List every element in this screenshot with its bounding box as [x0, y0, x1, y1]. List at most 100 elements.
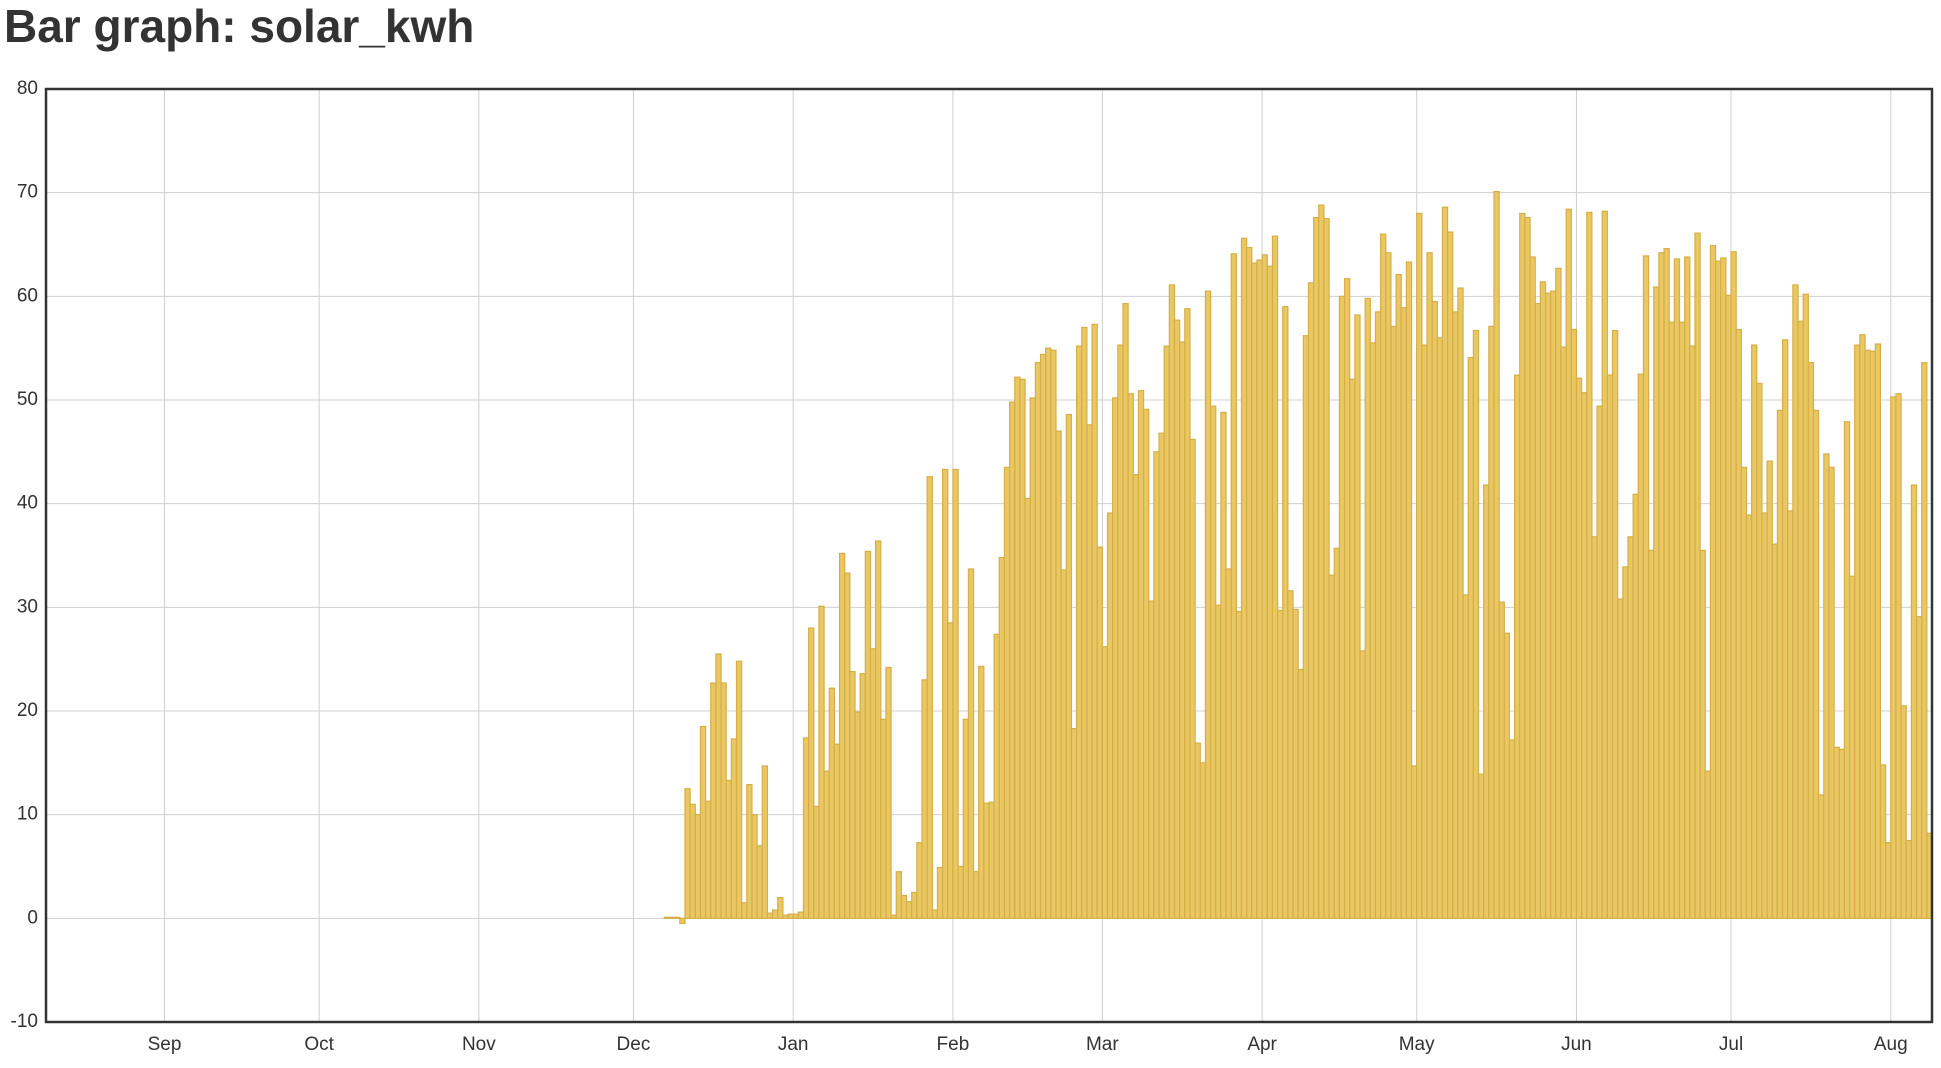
bar — [679, 917, 686, 925]
y-tick-label: 30 — [17, 596, 38, 617]
bar — [1740, 466, 1748, 919]
bar — [1575, 377, 1583, 919]
bar — [725, 779, 732, 919]
bar — [694, 814, 702, 919]
bar — [1076, 345, 1083, 919]
bar — [1189, 438, 1196, 919]
bar — [720, 682, 727, 919]
bar — [1003, 466, 1011, 919]
bar — [1179, 341, 1186, 919]
bar — [1591, 536, 1598, 919]
bar — [1534, 302, 1541, 919]
bar — [916, 842, 923, 919]
bar — [674, 916, 681, 919]
bar — [1869, 350, 1876, 919]
bar — [1833, 746, 1840, 919]
bar — [1106, 512, 1114, 919]
y-tick-label: 10 — [17, 804, 38, 825]
bar — [1823, 453, 1830, 919]
bar — [838, 552, 846, 919]
bar — [1735, 328, 1742, 919]
bar — [1720, 257, 1727, 919]
bar — [1781, 339, 1789, 919]
bar — [1065, 413, 1073, 919]
bar — [947, 622, 954, 919]
bar — [1854, 344, 1861, 919]
bar — [802, 737, 810, 919]
bar — [1792, 284, 1799, 919]
bar — [869, 648, 877, 919]
x-tick-label: Jun — [1561, 1034, 1592, 1055]
bar — [1477, 773, 1485, 919]
bar — [1503, 632, 1511, 919]
bar — [1544, 292, 1552, 919]
bar — [1405, 261, 1413, 919]
bar — [1663, 248, 1670, 919]
bar — [1555, 267, 1562, 919]
bar — [1524, 216, 1531, 919]
bar — [1168, 284, 1176, 919]
bar — [880, 718, 887, 919]
bar — [663, 916, 671, 919]
bar — [1529, 256, 1536, 919]
bar — [1410, 765, 1418, 919]
bar — [1343, 278, 1351, 919]
bar — [1431, 300, 1438, 919]
bar — [942, 468, 949, 919]
bar — [787, 913, 794, 919]
bar — [921, 679, 928, 919]
bars — [663, 191, 1933, 925]
bar — [1678, 321, 1686, 919]
y-tick-label: 20 — [17, 700, 38, 721]
bar — [1864, 349, 1871, 919]
bar — [1483, 484, 1490, 919]
bar — [1230, 253, 1237, 919]
bar — [1601, 210, 1608, 919]
bar — [1101, 646, 1109, 919]
bar — [792, 913, 799, 919]
bar — [1276, 609, 1284, 919]
bar — [1807, 362, 1815, 919]
bar — [1452, 311, 1459, 919]
bar — [1235, 610, 1243, 919]
bar — [1802, 293, 1809, 919]
x-tick-label: May — [1399, 1034, 1435, 1055]
bar — [771, 909, 779, 919]
bar — [1328, 574, 1335, 919]
bar — [1050, 349, 1057, 919]
bar — [1647, 549, 1655, 919]
bar — [684, 788, 691, 919]
bar — [1302, 335, 1310, 919]
bar — [1627, 536, 1634, 919]
bar — [1658, 252, 1665, 919]
bar — [1493, 191, 1500, 919]
bar — [936, 866, 944, 919]
bar — [668, 916, 676, 919]
bar — [1684, 256, 1691, 919]
bar — [1333, 547, 1341, 919]
bar — [818, 605, 825, 919]
bar — [715, 653, 722, 919]
bar — [1890, 396, 1897, 919]
bar — [885, 666, 892, 919]
bar — [962, 718, 969, 919]
bar — [1885, 842, 1892, 919]
bar — [1689, 345, 1696, 919]
bar — [746, 784, 753, 919]
bar — [875, 540, 882, 919]
bar — [1498, 601, 1505, 919]
bar — [895, 871, 902, 919]
bar — [1081, 326, 1088, 919]
bar — [931, 909, 939, 919]
y-tick-label: 40 — [17, 493, 38, 514]
bar — [689, 803, 696, 919]
bar — [1323, 217, 1330, 919]
bar — [1421, 344, 1428, 919]
bar — [1745, 514, 1753, 919]
bar — [859, 673, 866, 919]
bar — [1142, 408, 1150, 919]
bar — [890, 914, 897, 919]
bar — [1209, 405, 1217, 919]
bar — [1127, 393, 1134, 919]
